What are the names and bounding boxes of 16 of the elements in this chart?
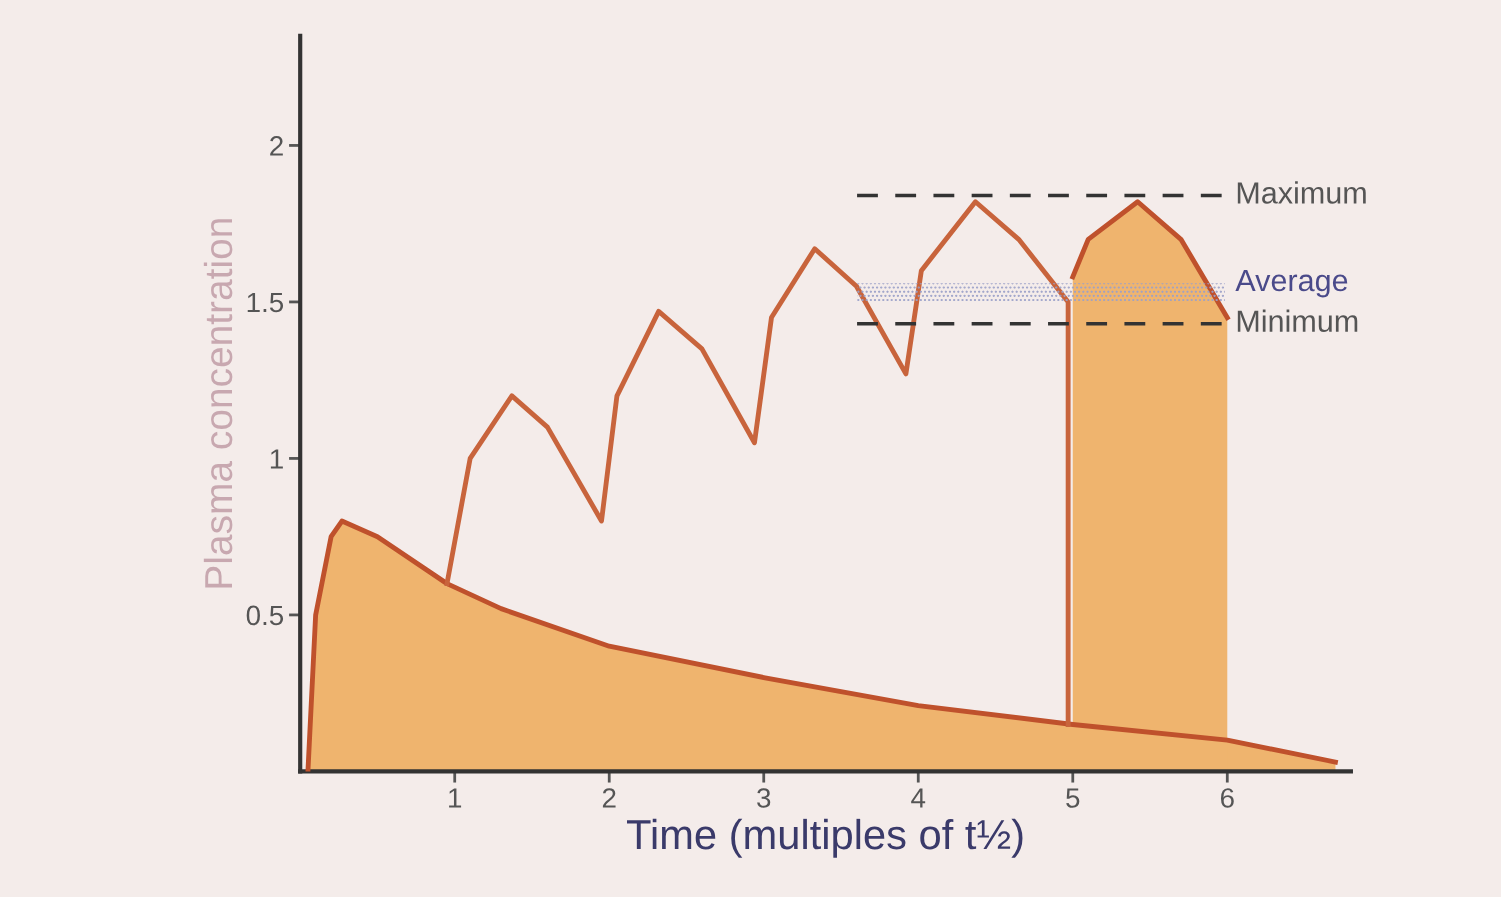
y-tick-label: 1.5: [247, 292, 284, 313]
ref-line-label: Maximum: [1237, 181, 1366, 204]
x-tick-label: 1: [449, 788, 462, 808]
y-tick-label: 0.5: [246, 605, 284, 626]
x-tick-label: 6: [1220, 788, 1234, 808]
y-axis-title: Plasma concentration: [203, 219, 233, 588]
x-tick-label: 5: [1066, 788, 1080, 808]
band-label: Average: [1235, 270, 1348, 298]
y-tick-label: 2: [270, 136, 283, 156]
x-tick-label: 3: [757, 788, 771, 808]
line-series: [444, 199, 1071, 727]
ref-line-label: Minimum: [1237, 309, 1358, 333]
x-axis-title: Time (multiples of t½): [627, 818, 1023, 858]
x-tick-label: 2: [602, 788, 616, 808]
y-tick-label: 1: [270, 449, 283, 469]
x-tick-label: 4: [911, 788, 926, 808]
